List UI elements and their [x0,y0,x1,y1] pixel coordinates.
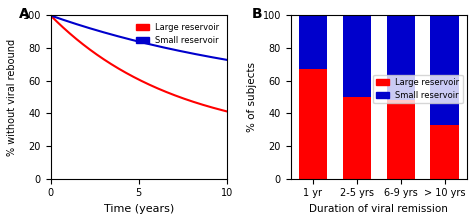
Legend: Large reservoir, Small reservoir: Large reservoir, Small reservoir [133,20,223,48]
Bar [386,15,415,100]
Text: A: A [19,7,29,21]
Bar [343,15,371,97]
Bar [343,97,371,179]
Bar [299,69,327,179]
Bar [430,15,459,125]
Legend: Large reservoir, Small reservoir: Large reservoir, Small reservoir [373,74,463,103]
Bar [299,15,327,69]
Y-axis label: % of subjects: % of subjects [247,62,257,132]
Bar [386,100,415,179]
Y-axis label: % without viral rebound: % without viral rebound [7,38,17,156]
Bar [430,125,459,179]
Text: B: B [252,7,263,21]
X-axis label: Duration of viral remission: Duration of viral remission [310,204,448,214]
X-axis label: Time (years): Time (years) [104,204,174,214]
